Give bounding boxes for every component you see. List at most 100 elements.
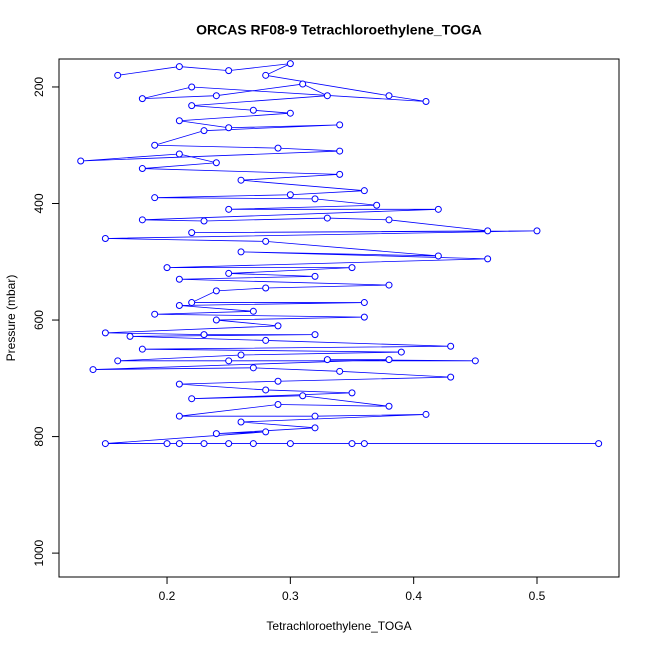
data-point (225, 205, 233, 213)
data-point (175, 150, 183, 158)
data-point (237, 248, 245, 256)
data-point (385, 356, 393, 364)
data-point (212, 316, 220, 324)
data-point (151, 194, 159, 202)
y-tick-label: 400 (32, 193, 46, 213)
data-point (484, 227, 492, 235)
data-point (163, 440, 171, 448)
data-point (311, 424, 319, 432)
data-point (114, 357, 122, 365)
data-point (151, 310, 159, 318)
data-point (101, 234, 109, 242)
data-point (262, 71, 270, 79)
data-point (225, 357, 233, 365)
data-point (360, 440, 368, 448)
data-point (299, 392, 307, 400)
data-point (101, 440, 109, 448)
data-point (274, 401, 282, 409)
data-point (434, 205, 442, 213)
data-point (138, 345, 146, 353)
data-point (225, 269, 233, 277)
data-point (360, 313, 368, 321)
data-point (175, 440, 183, 448)
data-point (212, 287, 220, 295)
data-point (348, 389, 356, 397)
y-tick-label: 1000 (32, 539, 46, 566)
data-point (360, 299, 368, 307)
data-point (212, 430, 220, 438)
data-point (175, 275, 183, 283)
data-point (175, 301, 183, 309)
data-point (237, 176, 245, 184)
data-point (274, 144, 282, 152)
data-point (385, 402, 393, 410)
data-point (533, 227, 541, 235)
data-point (311, 412, 319, 420)
data-point (163, 264, 171, 272)
data-point (286, 109, 294, 117)
data-point (200, 440, 208, 448)
data-point (200, 217, 208, 225)
data-point (262, 428, 270, 436)
data-point (323, 92, 331, 100)
x-tick-label: 0.2 (159, 589, 176, 603)
data-point (175, 412, 183, 420)
data-point (138, 165, 146, 173)
data-point (323, 356, 331, 364)
data-point (200, 127, 208, 135)
data-point (422, 98, 430, 106)
data-point (249, 364, 257, 372)
data-point (212, 159, 220, 167)
chart-title: ORCAS RF08-9 Tetrachloroethylene_TOGA (196, 22, 482, 38)
data-point (447, 373, 455, 381)
data-point (225, 124, 233, 132)
data-point (262, 336, 270, 344)
data-point (311, 195, 319, 203)
data-point (447, 342, 455, 350)
data-point (336, 121, 344, 129)
data-point (188, 299, 196, 307)
data-point (262, 237, 270, 245)
data-point (336, 147, 344, 155)
data-point (360, 187, 368, 195)
data-point (175, 63, 183, 71)
data-point (595, 440, 603, 448)
data-point (348, 440, 356, 448)
data-point (249, 307, 257, 315)
data-point (385, 92, 393, 100)
data-point (151, 141, 159, 149)
data-point (101, 329, 109, 337)
data-point (249, 106, 257, 114)
data-point (274, 322, 282, 330)
data-point (299, 80, 307, 88)
y-axis-label: Pressure (mbar) (4, 275, 18, 362)
data-point (286, 60, 294, 68)
data-point (138, 216, 146, 224)
data-point (188, 83, 196, 91)
data-point (114, 71, 122, 79)
data-point (286, 440, 294, 448)
data-point (385, 281, 393, 289)
data-point (471, 357, 479, 365)
data-point (188, 229, 196, 237)
data-point (286, 191, 294, 199)
data-point (373, 201, 381, 209)
data-point (188, 102, 196, 110)
data-point (225, 440, 233, 448)
data-point (175, 117, 183, 125)
data-point (484, 255, 492, 263)
y-tick-label: 600 (32, 310, 46, 330)
data-point (323, 214, 331, 222)
data-point (336, 170, 344, 178)
y-tick-label: 200 (32, 77, 46, 97)
data-point (126, 332, 134, 340)
data-point (138, 95, 146, 103)
data-point (385, 216, 393, 224)
x-tick-label: 0.3 (282, 589, 299, 603)
x-axis-label: Tetrachloroethylene_TOGA (266, 619, 411, 633)
data-point (311, 331, 319, 339)
data-point (397, 348, 405, 356)
data-point (237, 418, 245, 426)
